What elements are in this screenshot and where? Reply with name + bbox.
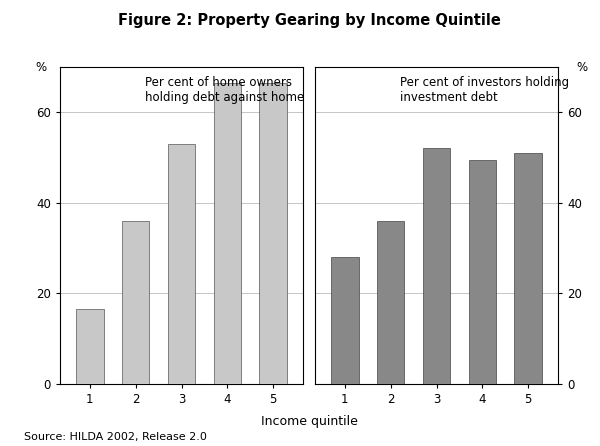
Text: Income quintile: Income quintile bbox=[260, 415, 358, 428]
Bar bbox=[331, 257, 359, 384]
Bar bbox=[168, 144, 195, 384]
Bar bbox=[423, 149, 450, 384]
Bar bbox=[122, 221, 149, 384]
Bar bbox=[76, 309, 104, 384]
Bar bbox=[469, 160, 496, 384]
Y-axis label: %: % bbox=[35, 61, 46, 74]
Bar bbox=[377, 221, 404, 384]
Text: Per cent of investors holding
investment debt: Per cent of investors holding investment… bbox=[400, 76, 569, 104]
Text: Figure 2: Property Gearing by Income Quintile: Figure 2: Property Gearing by Income Qui… bbox=[118, 13, 500, 29]
Bar bbox=[514, 153, 542, 384]
Text: Per cent of home owners
holding debt against home: Per cent of home owners holding debt aga… bbox=[145, 76, 304, 104]
Bar bbox=[214, 83, 241, 384]
Text: Source: HILDA 2002, Release 2.0: Source: HILDA 2002, Release 2.0 bbox=[24, 432, 207, 442]
Y-axis label: %: % bbox=[577, 61, 588, 74]
Bar bbox=[259, 83, 287, 384]
